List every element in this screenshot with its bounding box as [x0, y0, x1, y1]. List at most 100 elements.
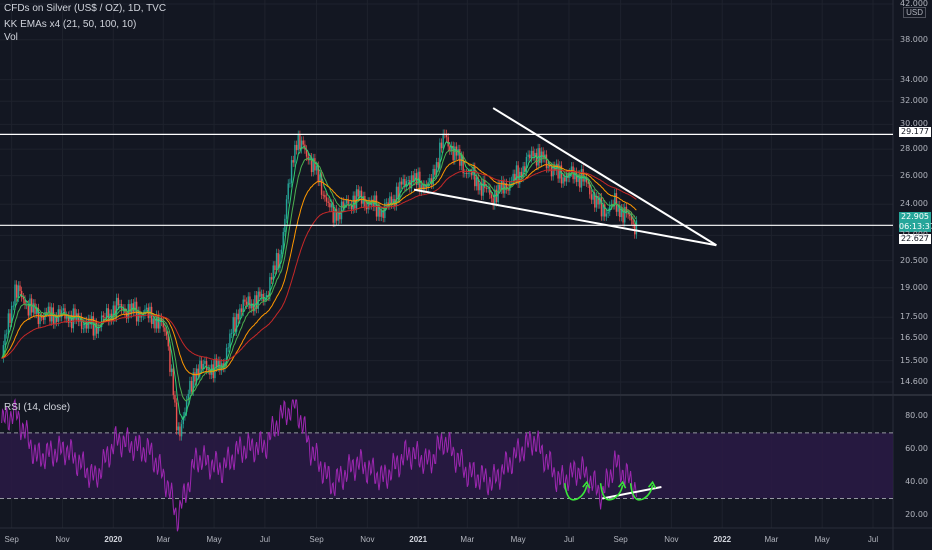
candle-body	[39, 316, 41, 325]
ema-indicator-label[interactable]: KK EMAs x4 (21, 50, 100, 10)	[4, 19, 137, 30]
candle-body	[432, 168, 434, 185]
candle-body	[154, 318, 156, 329]
price-axis-label: 22.000	[900, 230, 928, 240]
candle-body	[59, 309, 61, 318]
candle-body	[174, 395, 176, 403]
candle-body	[485, 188, 488, 189]
candle-body	[560, 165, 563, 184]
candle-body	[10, 305, 13, 323]
candle-body	[17, 285, 20, 298]
candle-body	[194, 372, 196, 382]
candle-body	[402, 178, 404, 185]
candle-body	[359, 190, 361, 197]
candle-body	[514, 173, 516, 181]
candle-body	[584, 176, 586, 182]
candle-body	[442, 133, 444, 149]
candle-body	[562, 177, 564, 184]
candle-body	[299, 134, 301, 150]
candle-body	[252, 303, 254, 312]
time-axis-label: 2020	[104, 535, 123, 544]
symbol-title[interactable]: CFDs on Silver (US$ / OZ), 1D, TVC	[4, 3, 167, 14]
candle-body	[274, 265, 276, 270]
candle-body	[380, 210, 383, 217]
candle-body	[199, 360, 201, 376]
candle-body	[622, 208, 624, 223]
candle-body	[270, 277, 273, 280]
candle-body	[565, 173, 568, 182]
candle-body	[7, 313, 10, 334]
rsi-axis-label: 60.00	[905, 444, 928, 454]
candle-body	[477, 177, 479, 191]
candle-body	[247, 296, 249, 305]
candle-body	[200, 360, 203, 369]
candle-body	[564, 177, 566, 182]
time-axis-label: Mar	[764, 535, 779, 544]
time-axis-label: Mar	[156, 535, 171, 544]
candle-body	[489, 188, 491, 195]
candle-body	[185, 400, 188, 412]
candle-body	[179, 426, 181, 437]
candle-body	[469, 172, 471, 174]
candle-body	[559, 165, 561, 179]
countdown-tag: 06:13:37	[899, 222, 932, 232]
candle-body	[290, 160, 293, 183]
candle-body	[630, 216, 633, 221]
candle-body	[529, 154, 531, 159]
candle-body	[320, 174, 323, 195]
candle-body	[215, 358, 218, 368]
candle-body	[50, 307, 53, 322]
candle-body	[399, 181, 401, 199]
candle-body	[69, 314, 71, 323]
candle-body	[424, 184, 426, 190]
candle-body	[494, 189, 496, 206]
candle-body	[445, 134, 448, 138]
candle-body	[119, 303, 121, 306]
upper-trendline	[492, 107, 717, 247]
candle-body	[377, 206, 379, 217]
candle-body	[575, 171, 578, 182]
time-axis-label: Nov	[664, 535, 679, 544]
volume-indicator-label[interactable]: Vol	[4, 32, 18, 43]
candle-body	[539, 148, 541, 163]
candle-body	[42, 316, 45, 320]
candle-body	[534, 152, 536, 157]
rsi-axis-label: 80.00	[905, 411, 928, 421]
candle-body	[112, 305, 114, 321]
candle-body	[235, 313, 238, 332]
candle-body	[334, 209, 336, 223]
upper-level-tag: 29.177	[899, 127, 931, 137]
price-axis-label: 19.000	[900, 282, 928, 292]
candle-body	[244, 299, 246, 302]
time-axis-label: May	[814, 535, 830, 544]
candle-body	[594, 193, 596, 208]
candle-body	[312, 158, 314, 173]
candle-body	[602, 204, 604, 217]
candle-body	[19, 285, 21, 291]
candle-body	[597, 196, 599, 205]
candle-body	[232, 317, 234, 334]
candle-body	[389, 196, 391, 206]
ema-50-line	[1, 159, 637, 376]
candle-body	[260, 293, 263, 297]
candle-body	[490, 194, 493, 199]
candle-body	[115, 297, 118, 318]
candle-body	[547, 166, 549, 169]
candle-body	[454, 146, 456, 161]
candle-body	[152, 318, 154, 325]
candle-body	[460, 155, 463, 166]
candle-body	[604, 204, 606, 217]
candle-body	[65, 315, 68, 319]
candle-body	[265, 295, 268, 298]
candle-body	[607, 211, 609, 214]
candle-body	[109, 313, 111, 322]
candle-body	[414, 173, 416, 182]
candle-body	[90, 316, 93, 325]
candle-body	[24, 299, 26, 305]
rsi-indicator-label[interactable]: RSI (14, close)	[4, 402, 71, 413]
candle-body	[530, 150, 533, 159]
candle-body	[512, 173, 514, 181]
candle-body	[519, 171, 521, 184]
candle-body	[2, 345, 5, 359]
candle-body	[269, 277, 271, 297]
